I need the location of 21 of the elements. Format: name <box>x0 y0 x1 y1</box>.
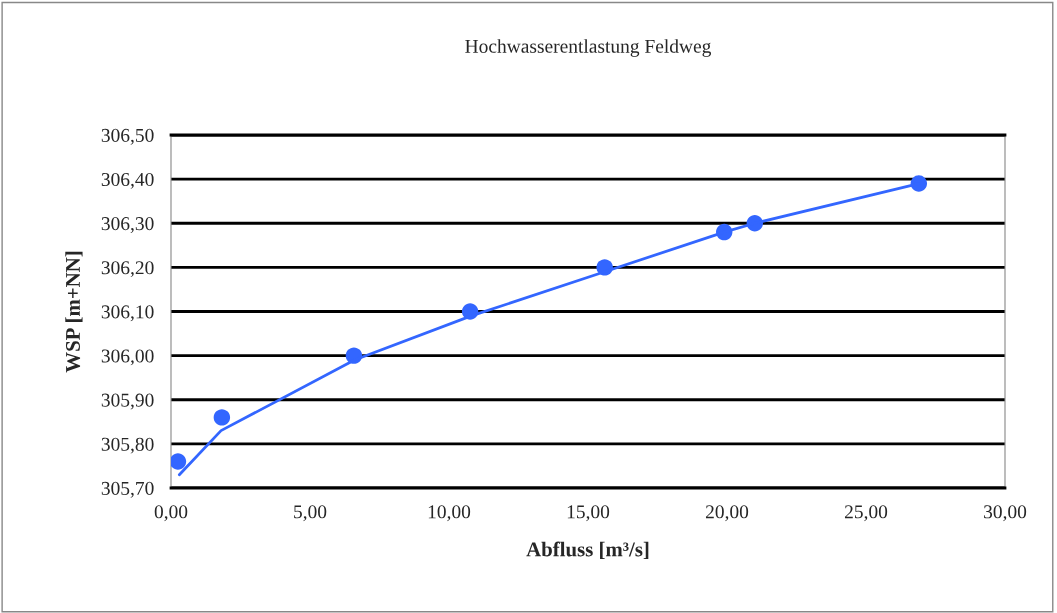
y-tick-label: 306,10 <box>101 305 154 322</box>
point <box>213 409 231 426</box>
x-tick-label: 15,00 <box>567 505 610 522</box>
x-tick-label: 0,00 <box>154 505 188 522</box>
chart-title: Hochwasserentlastung Feldweg <box>465 39 712 57</box>
y-tick-label: 305,70 <box>101 481 154 498</box>
point <box>171 453 187 470</box>
x-tick-label: 25,00 <box>844 505 888 522</box>
y-tick-label: 306,20 <box>101 261 154 278</box>
x-tick-label: 10,00 <box>428 505 471 522</box>
x-axis-title: Abfluss [m³/s] <box>526 541 649 559</box>
x-tick-label: 5,00 <box>294 505 327 522</box>
y-tick-label: 306,00 <box>101 349 154 366</box>
y-tick-label: 305,80 <box>101 437 154 454</box>
x-tick-label: 20,00 <box>705 505 749 522</box>
y-tick-label: 306,50 <box>101 128 154 145</box>
y-tick-label: 306,30 <box>101 217 154 233</box>
y-axis-title: WSP [m+NN] <box>65 251 83 373</box>
y-tick-label: 305,90 <box>101 393 154 410</box>
y-tick-label: 306,40 <box>101 172 154 189</box>
x-tick-label: 30,00 <box>984 505 1027 522</box>
